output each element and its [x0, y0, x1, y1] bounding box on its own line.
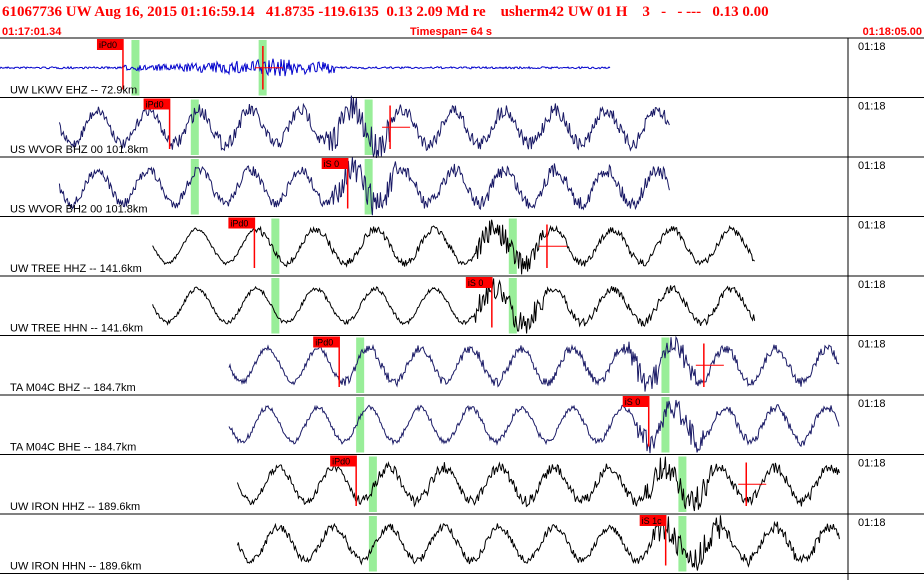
trace-panel[interactable]: iS 0 US WVOR BH2 00 101.8km 01:18 [0, 157, 924, 217]
trace-label: US WVOR BH2 00 101.8km [10, 204, 148, 216]
pick-window [364, 159, 373, 215]
waveform-trace [236, 456, 840, 512]
pick-window [271, 278, 280, 334]
trace-label: UW IRON HHN -- 189.6km [10, 561, 141, 573]
pick-flag[interactable] [465, 277, 492, 288]
start-time-label: 01:17:01.34 [2, 26, 62, 38]
trace-panel[interactable]: iPd0 US WVOR BHZ 00 101.8km 01:18 [0, 95, 924, 159]
waveform-trace [228, 399, 840, 454]
pick-label: iS 0 [324, 159, 340, 169]
trace-panel[interactable]: iPd0 UW TREE HHZ -- 141.6km 01:18 [0, 217, 924, 277]
pick-window [678, 516, 687, 572]
time-tick-label: 01:18 [858, 41, 886, 53]
trace-panel[interactable]: iPd0 UW LKWV EHZ -- 72.9km 01:18 [0, 39, 924, 98]
pick-window [190, 99, 199, 155]
time-tick-label: 01:18 [858, 458, 886, 470]
trace-label: TA M04C BHZ -- 184.7km [10, 382, 136, 394]
trace-label: UW IRON HHZ -- 189.6km [10, 501, 140, 513]
pick-window [131, 40, 140, 96]
pick-flag[interactable] [228, 217, 255, 229]
time-tick-label: 01:18 [858, 220, 886, 232]
waveform-trace [58, 157, 670, 216]
trace-panel[interactable]: iS 1c UW IRON HHN -- 189.6km 01:18 [0, 515, 924, 574]
pick-label: iS 0 [468, 278, 484, 288]
pick-window [661, 337, 670, 393]
trace-label: US WVOR BHZ 00 101.8km [10, 144, 148, 156]
pick-flag[interactable] [96, 39, 123, 50]
trace-label: UW LKWV EHZ -- 72.9km [10, 85, 137, 97]
pick-label: iS 1c [642, 516, 663, 526]
time-tick-label: 01:18 [858, 339, 886, 351]
pick-flag[interactable] [321, 158, 348, 169]
trace-panel[interactable]: iS 0 TA M04C BHE -- 184.7km 01:18 [0, 396, 924, 455]
time-tick-label: 01:18 [858, 517, 886, 529]
time-tick-label: 01:18 [858, 101, 886, 113]
trace-panel[interactable]: iPd0 TA M04C BHZ -- 184.7km 01:18 [0, 335, 924, 396]
pick-label: iPd0 [230, 219, 248, 229]
waveform-trace [228, 335, 840, 392]
pick-label: iS 0 [625, 397, 641, 407]
trace-panel[interactable]: iPd0 UW IRON HHZ -- 189.6km 01:18 [0, 455, 924, 515]
waveform-trace [152, 278, 756, 334]
trace-label: TA M04C BHE -- 184.7km [10, 442, 136, 454]
pick-window [356, 337, 365, 393]
pick-window [678, 456, 687, 512]
pick-label: iPd0 [315, 338, 333, 348]
pick-label: iPd0 [146, 100, 164, 110]
pick-flag[interactable] [639, 515, 666, 526]
pick-window [190, 159, 199, 215]
waveform-trace [58, 95, 670, 159]
end-time-label: 01:18:05.00 [862, 26, 922, 38]
pick-flag[interactable] [622, 396, 649, 407]
trace-panel[interactable]: iS 0 UW TREE HHN -- 141.6km 01:18 [0, 277, 924, 336]
waveform-trace [0, 58, 611, 77]
pick-flag[interactable] [143, 98, 170, 110]
time-tick-label: 01:18 [858, 279, 886, 291]
waveform-trace [152, 219, 755, 275]
time-tick-label: 01:18 [858, 160, 886, 172]
trace-label: UW TREE HHZ -- 141.6km [10, 263, 142, 275]
pick-window [356, 397, 365, 453]
timespan-label: Timespan= 64 s [410, 26, 493, 38]
pick-label: iPd0 [332, 457, 350, 467]
pick-window [364, 99, 373, 155]
time-tick-label: 01:18 [858, 398, 886, 410]
pick-flag[interactable] [313, 336, 340, 348]
event-header: 61067736 UW Aug 16, 2015 01:16:59.14 41.… [2, 4, 769, 20]
pick-window [271, 218, 280, 274]
pick-window [661, 397, 670, 453]
trace-label: UW TREE HHN -- 141.6km [10, 323, 143, 335]
waveform-trace [236, 515, 840, 571]
pick-flag[interactable] [330, 455, 357, 467]
pick-window [368, 516, 377, 572]
pick-label: iPd0 [99, 40, 117, 50]
